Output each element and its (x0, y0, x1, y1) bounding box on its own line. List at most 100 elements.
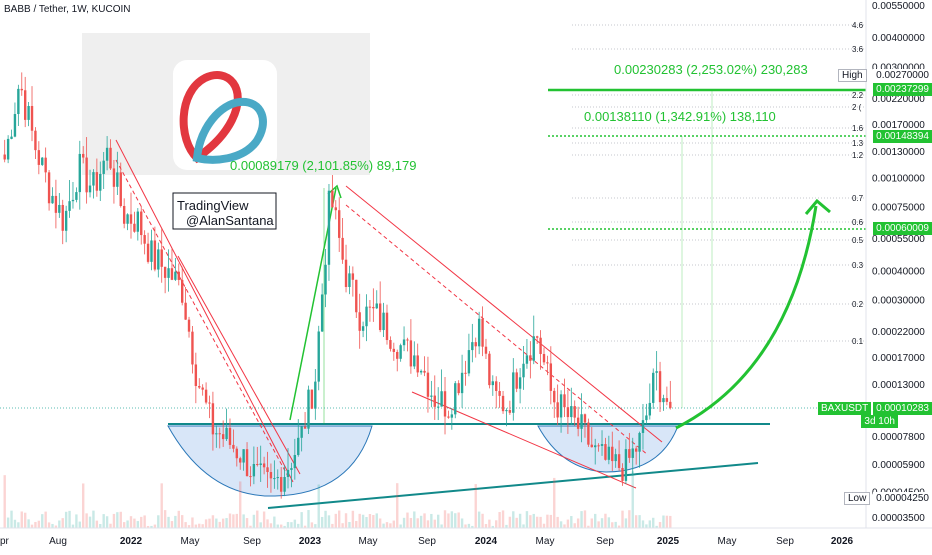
projection-arrow-head (804, 198, 831, 215)
candle-body (204, 389, 208, 403)
candle-body (669, 401, 672, 408)
volume-bar (556, 516, 559, 528)
candle-body (235, 448, 239, 459)
watermark-line2: @AlanSantana (186, 213, 274, 228)
volume-bar (634, 515, 638, 528)
candle-body (604, 444, 607, 460)
gain-label-1: 0.00089179 (2,101.85%) 89,179 (230, 158, 417, 173)
candle-body (413, 355, 416, 367)
volume-bar (245, 518, 249, 528)
volume-bar (539, 516, 542, 528)
volume-bar (204, 519, 208, 528)
candle-body (426, 372, 430, 397)
candle-body (553, 390, 556, 403)
volume-bar (150, 525, 153, 528)
downtrend-1b (177, 255, 301, 475)
candle-body (112, 168, 116, 187)
candle-body (133, 223, 136, 232)
volume-bar (413, 511, 416, 528)
volume-bar (535, 516, 539, 528)
target-tag-3: 0.00060009 (873, 222, 932, 235)
candle-body (78, 153, 81, 193)
candle-body (358, 312, 361, 331)
volume-bar (215, 518, 218, 528)
candle-body (549, 363, 553, 391)
x-tick-label: 2026 (831, 536, 854, 547)
volume-bar (47, 522, 51, 528)
x-tick-label: Sep (596, 536, 614, 547)
volume-bar (102, 514, 105, 528)
candle-body (471, 342, 474, 351)
volume-bar (436, 514, 440, 528)
candle-body (13, 114, 17, 137)
volume-bar (71, 524, 75, 528)
volume-bar (10, 510, 13, 528)
candle-body (563, 394, 566, 408)
volume-bar (430, 513, 433, 528)
candle-body (488, 353, 491, 386)
volume-bar (259, 522, 262, 528)
candle-body (365, 306, 368, 327)
candle-body (201, 387, 204, 390)
volume-bar (126, 520, 129, 528)
volume-bar (546, 514, 549, 528)
volume-bar (181, 515, 184, 528)
fib-label: 1.3 (852, 139, 864, 148)
volume-bar (433, 519, 436, 528)
candle-body (580, 414, 583, 429)
current-price-tag: 0.00010283 (873, 402, 932, 415)
x-tick-label: Aug (49, 536, 67, 547)
candle-body (273, 478, 276, 480)
candle-body (122, 205, 126, 224)
candle-body (10, 136, 13, 139)
volume-bar (85, 513, 88, 528)
candle-body (378, 303, 382, 331)
volume-bar (297, 523, 300, 528)
volume-bar (78, 521, 81, 528)
candle-body (211, 403, 215, 435)
y-tick-label: 0.00220000 (872, 94, 925, 105)
x-tick-label: 2024 (475, 536, 498, 547)
countdown-tag: 3d 10h (861, 415, 898, 428)
candle-body (338, 210, 341, 238)
volume-bar (587, 525, 590, 528)
volume-bar (58, 520, 61, 528)
candle-body (245, 449, 249, 477)
candle-body (665, 398, 669, 402)
volume-bar (508, 516, 512, 528)
candle-body (655, 371, 658, 373)
y-tick-label: 0.00550000 (872, 1, 925, 12)
volume-bar (631, 471, 634, 528)
candle-body (518, 377, 522, 389)
volume-bar (580, 511, 583, 528)
x-tick-label: May (181, 536, 200, 547)
volume-bar (232, 514, 235, 528)
high-value: 0.00270000 (873, 69, 932, 82)
target-tag-2: 0.00148394 (873, 130, 932, 143)
volume-bar (658, 522, 662, 528)
volume-bar (54, 525, 58, 528)
volume-bar (443, 510, 447, 528)
volume-bar (61, 518, 64, 528)
candle-body (341, 237, 344, 260)
rally-arrow-head (327, 184, 342, 199)
volume-bar (529, 515, 532, 528)
volume-bar (505, 524, 508, 528)
candle-body (54, 195, 58, 213)
volume-bar (542, 523, 546, 528)
volume-bar (378, 518, 382, 528)
candle-body (652, 372, 655, 403)
volume-bar (317, 484, 320, 528)
candle-body (286, 469, 290, 478)
gain-label-3: 0.00138110 (1,342.91%) 138,110 (584, 109, 776, 124)
candle-body (447, 416, 450, 418)
candle-body (474, 342, 477, 347)
candle-body (355, 279, 358, 313)
volume-bar (501, 510, 505, 528)
rising-support (267, 462, 759, 509)
volume-bar (314, 524, 317, 528)
candle-body (327, 190, 331, 265)
candle-body (501, 395, 505, 412)
volume-bar (235, 513, 239, 528)
